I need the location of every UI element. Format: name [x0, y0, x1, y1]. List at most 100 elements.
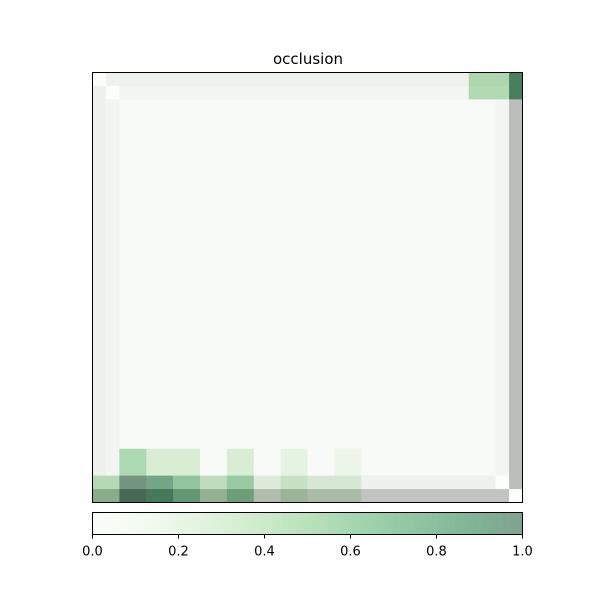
heatmap-cell: [92, 274, 107, 288]
heatmap-cell: [307, 260, 322, 275]
heatmap-cell: [267, 368, 282, 382]
heatmap-cell: [455, 341, 470, 356]
heatmap-cell: [482, 112, 497, 127]
heatmap-cell: [213, 193, 228, 208]
heatmap-cell: [267, 180, 282, 194]
colorbar-segment: [136, 512, 139, 535]
colorbar-segment: [451, 512, 454, 535]
heatmap-cell: [334, 126, 349, 141]
colorbar-segment: [415, 512, 417, 535]
heatmap-cell: [200, 233, 214, 248]
heatmap-cell: [401, 300, 416, 315]
heatmap-cell: [280, 180, 295, 194]
colorbar-tick-label: 0.8: [426, 545, 447, 560]
heatmap-cell: [92, 475, 107, 490]
heatmap-cell: [455, 448, 470, 463]
heatmap-cell: [320, 206, 335, 221]
heatmap-cell: [388, 368, 402, 382]
heatmap-cell: [307, 421, 322, 436]
colorbar-segment: [139, 512, 142, 535]
heatmap-cell: [482, 462, 497, 477]
colorbar-segment: [240, 512, 243, 535]
heatmap-cell: [455, 368, 470, 382]
heatmap-cell: [347, 126, 362, 141]
colorbar-segment: [226, 512, 229, 535]
heatmap-cell: [374, 180, 389, 194]
heatmap-cell: [347, 327, 362, 342]
colorbar-segment: [487, 512, 490, 535]
heatmap-cell: [509, 421, 523, 436]
heatmap-cell: [509, 247, 523, 262]
heatmap-cell: [240, 408, 255, 423]
heatmap-cell: [468, 381, 483, 396]
heatmap-cell: [320, 112, 335, 127]
heatmap-cell: [307, 180, 322, 194]
heatmap-cell: [347, 341, 362, 356]
heatmap-cell: [455, 139, 470, 154]
heatmap-cell: [226, 341, 241, 356]
heatmap-cell: [482, 139, 497, 154]
heatmap-cell: [105, 260, 120, 275]
heatmap-cell: [307, 475, 322, 490]
heatmap-cell: [253, 126, 268, 141]
heatmap-cell: [347, 72, 362, 87]
colorbar-segment: [220, 512, 223, 535]
heatmap-cell: [441, 139, 456, 154]
colorbar-segment: [215, 512, 218, 535]
heatmap-cell: [186, 448, 201, 463]
heatmap-cell: [92, 139, 107, 154]
heatmap-cell: [361, 354, 376, 369]
heatmap-cell: [280, 260, 295, 275]
colorbar-segment: [495, 512, 498, 535]
heatmap-cell: [146, 475, 161, 490]
heatmap-cell: [186, 193, 201, 208]
heatmap-cell: [200, 395, 214, 409]
heatmap-cell: [105, 395, 120, 409]
heatmap-cell: [173, 247, 187, 262]
heatmap-cell: [320, 475, 335, 490]
heatmap-cell: [428, 193, 443, 208]
heatmap-cell: [105, 112, 120, 127]
heatmap-cell: [173, 435, 187, 450]
heatmap-cell: [105, 421, 120, 436]
heatmap-cell: [200, 314, 214, 329]
colorbar-segment: [178, 512, 181, 535]
heatmap-cell: [173, 193, 187, 208]
heatmap-cell: [146, 395, 161, 409]
heatmap-cell: [415, 180, 429, 194]
heatmap-cell: [468, 180, 483, 194]
heatmap-cell: [294, 193, 308, 208]
heatmap-cell: [267, 314, 282, 329]
heatmap-cell: [320, 85, 335, 100]
heatmap-cell: [92, 287, 107, 302]
heatmap-cell: [200, 381, 214, 396]
heatmap-cell: [294, 166, 308, 181]
heatmap-cell: [280, 233, 295, 248]
colorbar: [92, 512, 523, 535]
heatmap-cell: [200, 220, 214, 235]
heatmap-cell: [253, 193, 268, 208]
heatmap-cell: [388, 126, 402, 141]
heatmap-cell: [294, 247, 308, 262]
heatmap-cell: [132, 153, 147, 167]
heatmap-cell: [226, 206, 241, 221]
colorbar-segment: [152, 512, 155, 535]
heatmap-cell: [347, 206, 362, 221]
heatmap-cell: [105, 327, 120, 342]
heatmap-cell: [495, 166, 510, 181]
colorbar-segment: [97, 512, 100, 535]
heatmap-cell: [213, 368, 228, 382]
heatmap-cell: [240, 475, 255, 490]
heatmap-cell: [455, 153, 470, 167]
heatmap-cell: [468, 193, 483, 208]
heatmap-cell: [320, 166, 335, 181]
heatmap-cell: [428, 153, 443, 167]
colorbar-segment: [381, 512, 384, 535]
heatmap-cell: [320, 180, 335, 194]
colorbar-segment: [384, 512, 387, 535]
heatmap-cell: [132, 354, 147, 369]
heatmap-cell: [455, 314, 470, 329]
heatmap-cell: [320, 287, 335, 302]
heatmap-cell: [307, 193, 322, 208]
heatmap-cell: [280, 421, 295, 436]
